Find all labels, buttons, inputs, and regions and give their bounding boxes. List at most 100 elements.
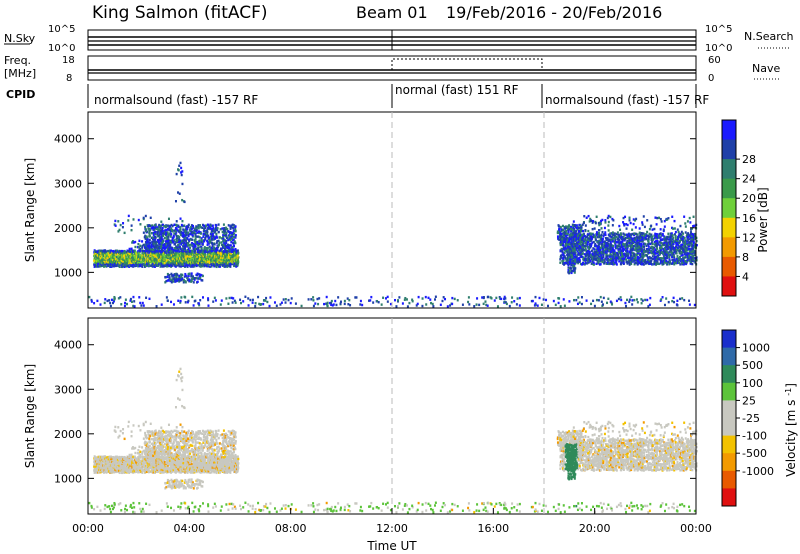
power-cell <box>175 278 178 281</box>
power-cell <box>225 239 228 243</box>
power-cell <box>683 298 686 302</box>
power-cell <box>150 246 153 249</box>
power-cell <box>572 259 575 262</box>
power-cell <box>142 262 145 266</box>
power-cell <box>690 234 693 237</box>
power-cell <box>104 249 107 252</box>
power-cell <box>579 250 582 253</box>
power-cell <box>151 264 154 267</box>
power-cell <box>209 232 212 236</box>
power-cell <box>124 298 127 301</box>
power-cell <box>127 251 130 255</box>
power-cell <box>663 219 666 223</box>
power-cell <box>644 258 647 262</box>
power-cell <box>672 227 675 230</box>
power-cell <box>132 264 135 267</box>
power-cell <box>217 239 220 243</box>
power-cell <box>348 298 351 302</box>
power-cell <box>583 244 586 248</box>
power-cell <box>211 232 214 235</box>
power-cell <box>666 251 669 254</box>
power-cell <box>641 223 644 226</box>
power-cell <box>574 254 577 257</box>
power-cell <box>145 260 148 263</box>
power-cell <box>659 252 662 255</box>
power-cell <box>330 301 333 305</box>
power-cell <box>638 246 641 250</box>
power-cell <box>585 250 588 253</box>
power-cell <box>566 261 569 264</box>
power-cell <box>148 244 151 247</box>
power-cell <box>220 247 223 250</box>
nave-tick-bottom: 0 <box>708 73 714 84</box>
power-cell <box>693 224 696 227</box>
power-cell <box>226 259 229 263</box>
power-cell <box>194 235 197 238</box>
power-cell <box>610 238 613 241</box>
power-cell <box>172 280 175 283</box>
velocity-cell <box>93 465 96 468</box>
power-cell <box>209 223 212 226</box>
power-cell <box>652 263 655 266</box>
power-cell <box>225 265 228 268</box>
power-cell <box>451 302 454 306</box>
power-cell <box>566 248 569 251</box>
power-cell <box>659 244 662 247</box>
power-cell <box>694 261 697 264</box>
power-cell <box>643 238 646 241</box>
power-cell <box>88 295 91 299</box>
power-cell <box>115 253 118 256</box>
power-cell <box>482 296 485 299</box>
power-cell <box>223 247 226 251</box>
power-cell <box>96 254 99 257</box>
power-cell <box>145 264 148 267</box>
power-cell <box>232 248 235 251</box>
power-cell <box>626 240 629 243</box>
power-cell <box>198 236 201 239</box>
power-cell <box>163 243 166 246</box>
power-cell <box>622 216 625 220</box>
power-cell <box>561 261 564 264</box>
power-cell <box>680 233 683 236</box>
power-cell <box>187 225 190 229</box>
power-cell <box>182 243 185 246</box>
station-title: King Salmon (fitACF) <box>92 3 268 23</box>
power-cell <box>594 238 597 241</box>
power-cell <box>580 238 583 241</box>
power-cell <box>179 260 182 263</box>
power-cell <box>560 229 563 233</box>
power-cell <box>247 297 250 300</box>
power-cell <box>166 272 169 276</box>
power-cell <box>121 249 124 253</box>
power-cell <box>209 226 212 230</box>
power-cell <box>441 299 444 303</box>
power-cell <box>680 230 683 234</box>
power-cell <box>641 221 644 224</box>
power-cell <box>622 221 625 224</box>
power-cell <box>684 242 687 245</box>
power-cell <box>461 303 464 306</box>
power-cell <box>355 296 358 299</box>
power-cell <box>187 223 190 227</box>
power-cell <box>233 262 236 265</box>
power-cell <box>653 234 656 237</box>
power-cell <box>691 262 694 266</box>
power-cell <box>661 234 664 237</box>
power-cell <box>325 295 328 299</box>
power-cell <box>592 240 595 244</box>
power-cell <box>235 261 238 265</box>
power-cell <box>196 240 199 244</box>
power-cell <box>220 251 223 254</box>
power-cell <box>682 249 685 253</box>
power-cell <box>625 233 628 237</box>
power-cell <box>678 239 681 242</box>
power-cell <box>94 264 97 267</box>
power-cell <box>511 296 514 299</box>
power-cell <box>616 231 619 234</box>
power-cell <box>102 260 105 264</box>
power-cell <box>645 234 648 238</box>
power-cell <box>574 224 577 227</box>
power-cell <box>545 298 548 302</box>
beam-label: Beam 01 <box>356 3 428 22</box>
power-cell <box>216 239 219 243</box>
